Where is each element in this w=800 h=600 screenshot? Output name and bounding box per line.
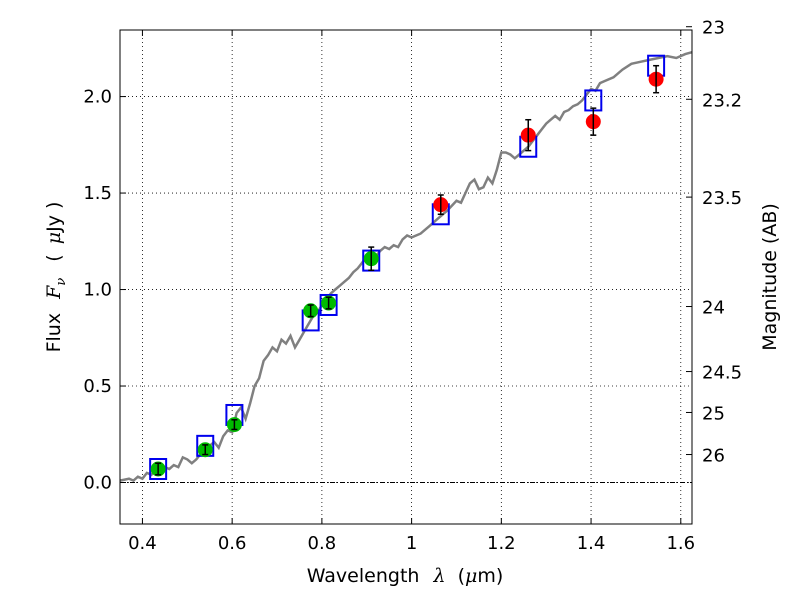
- x-tick-label: 1.4: [577, 533, 606, 554]
- x-tick-label: 1: [406, 533, 417, 554]
- x-tick-label: 0.4: [128, 533, 157, 554]
- y-tick-label: 0.0: [83, 473, 112, 494]
- error-bar: [437, 194, 444, 216]
- error-bar: [155, 462, 162, 476]
- y-tick-label: 2.0: [83, 87, 112, 108]
- model-band-square: [149, 458, 168, 481]
- mag-tick-label: 24.5: [702, 363, 742, 384]
- x-axis-title: Wavelength λ (μm): [307, 565, 504, 587]
- axis-ticks: 0.4 0.6 0.8 1 1.2 1.4 1.6 0.0 0.5 1.0 1.5 2.0 23 23.2…: [83, 18, 742, 554]
- plot-frame: [119, 29, 693, 525]
- mag-tick-label: 26: [702, 446, 725, 467]
- x-axis-title-prefix: Wavelength: [307, 565, 420, 587]
- mag-tick-label: 24: [702, 298, 725, 319]
- y-tick-label: 0.5: [83, 376, 112, 397]
- y-axis-title-mu: μ: [43, 232, 65, 244]
- mag-tick-label: 23.5: [702, 188, 742, 209]
- mag-tick-label: 23.2: [702, 90, 742, 111]
- error-bar: [368, 246, 375, 271]
- y-tick-label: 1.0: [83, 280, 112, 301]
- error-bar: [231, 419, 238, 431]
- model-band-square: [319, 293, 338, 316]
- grid-lines: [120, 30, 692, 524]
- y-axis-title-paren: (: [43, 254, 65, 261]
- y-axis-title-prefix: Flux: [43, 313, 65, 353]
- error-bar: [590, 107, 597, 136]
- error-bar: [202, 444, 209, 456]
- x-tick-label: 1.6: [666, 533, 695, 554]
- x-tick-label: 1.2: [487, 533, 516, 554]
- x-axis-title-unit: m): [477, 565, 503, 587]
- error-bars: [155, 64, 660, 476]
- x-tick-label: 0.6: [218, 533, 247, 554]
- y-axis-title-unit: Jy ): [43, 202, 65, 233]
- y-axis-title: Flux Fν ( μJy ): [43, 202, 70, 353]
- model-spectrum-line: [119, 50, 693, 483]
- error-bar: [307, 304, 314, 318]
- y2-axis-title: Magnitude (AB): [759, 203, 781, 351]
- y-axis-title-sub: ν: [54, 278, 69, 286]
- mag-tick-label: 23: [702, 18, 725, 39]
- y-axis-title-symbol: F: [43, 285, 65, 300]
- error-bar: [325, 296, 332, 310]
- mag-tick-label: 25: [702, 403, 725, 424]
- x-axis-title-paren: (: [458, 565, 465, 587]
- x-tick-label: 0.8: [308, 533, 337, 554]
- observed-points: [150, 71, 664, 477]
- error-bar: [525, 118, 532, 152]
- y-tick-label: 1.5: [83, 183, 112, 204]
- x-axis-title-mu: μ: [465, 565, 477, 587]
- error-bar: [653, 64, 660, 94]
- x-axis-title-symbol: λ: [432, 565, 445, 587]
